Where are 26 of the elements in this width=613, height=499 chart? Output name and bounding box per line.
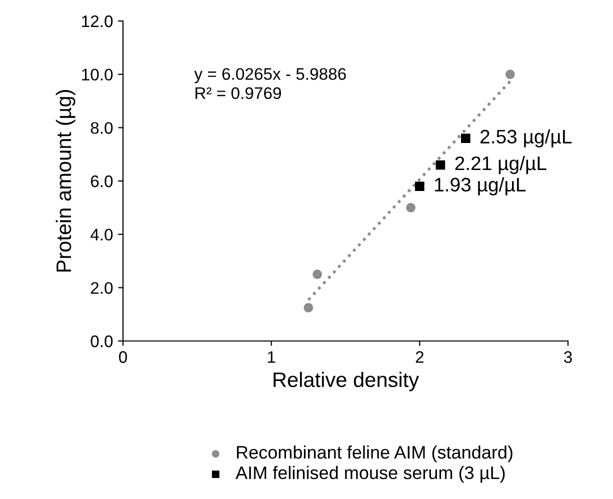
point [460,134,470,143]
y-tick-label: 10.0 [82,68,113,81]
legend-label: Recombinant feline AIM (standard) [236,445,512,462]
x-tick-label: 0 [119,351,127,363]
x-tick-label: 2 [416,351,424,363]
y-tick-label: 12.0 [82,15,113,28]
point [415,182,424,191]
annotation: 2.21 µg/µL [455,156,546,174]
annotation: y = 6.0265x - 5.9886 R² = 0.9769 [194,68,346,100]
point [312,270,322,279]
x-axis-title: Relative density [274,372,419,392]
y-tick-label: 0.0 [90,335,113,348]
point [505,70,515,79]
y-tick-label: 2.0 [90,282,113,294]
point [406,203,416,212]
y-tick-label: 4.0 [90,228,113,241]
annotation: 1.93 µg/µL [435,177,526,196]
y-axis-title: Protein amount (µg) [56,90,76,272]
x-tick-label: 1 [268,351,276,363]
annotation: 2.53 µg/µL [480,129,572,148]
point [304,303,314,312]
legend-label: AIM felinised mouse serum (3 µL) [236,466,505,483]
y-tick-label: 6.0 [90,175,113,188]
point [436,160,446,170]
x-tick-label: 3 [564,351,572,363]
y-tick-label: 8.0 [90,122,113,134]
